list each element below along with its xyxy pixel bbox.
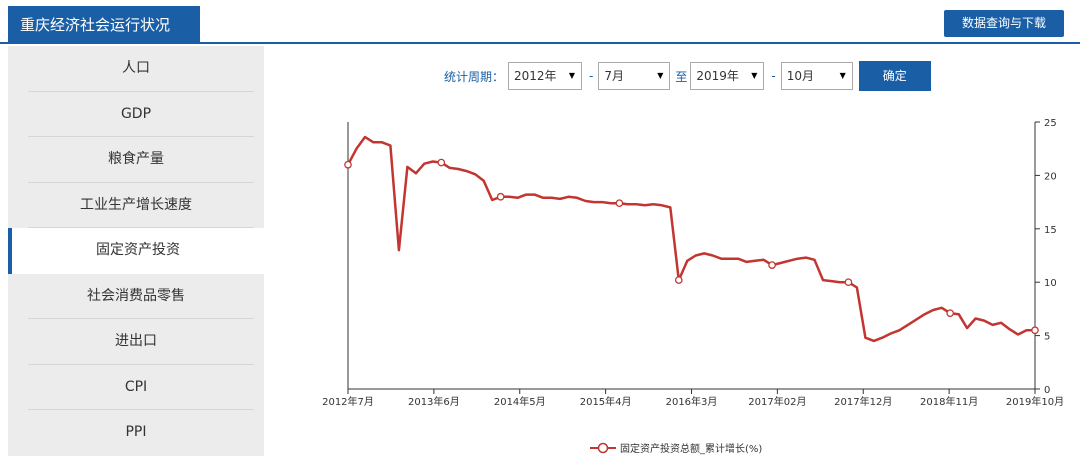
- data-query-download-button[interactable]: 数据查询与下载: [944, 10, 1064, 37]
- sidebar: 人口 GDP 粮食产量 工业生产增长速度 固定资产投资 社会消费品零售 进出口 …: [8, 46, 264, 456]
- chart-legend[interactable]: 固定资产投资总额_累计增长(%): [590, 440, 762, 455]
- x-tick-label: 2015年4月: [580, 395, 632, 408]
- app-title: 重庆经济社会运行状况: [8, 6, 200, 44]
- sidebar-item-retail-sales[interactable]: 社会消费品零售: [8, 273, 264, 319]
- x-tick-label: 2019年10月: [1006, 395, 1064, 408]
- data-point: [946, 309, 955, 318]
- sidebar-item-fixed-asset-investment[interactable]: 固定资产投资: [8, 228, 264, 274]
- sidebar-item-import-export[interactable]: 进出口: [8, 319, 264, 365]
- top-bar: 重庆经济社会运行状况 数据查询与下载: [0, 0, 1080, 44]
- x-tick-label: 2017年12月: [834, 395, 892, 408]
- legend-line-marker-icon: [590, 442, 616, 453]
- range-to: 至: [675, 69, 688, 84]
- range-dash: -: [589, 69, 594, 83]
- sidebar-item-grain-output[interactable]: 粮食产量: [8, 137, 264, 183]
- period-label: 统计周期：: [444, 69, 505, 84]
- sidebar-item-industrial-growth[interactable]: 工业生产增长速度: [8, 182, 264, 228]
- x-tick-label: 2014年5月: [494, 395, 546, 408]
- x-tick-label: 2013年6月: [408, 395, 460, 408]
- y-tick-label: 15: [1044, 225, 1057, 236]
- data-point: [344, 160, 352, 169]
- x-tick-label: 2018年11月: [920, 395, 978, 408]
- range-dash: -: [771, 69, 776, 83]
- end-year-value: 2019年: [696, 69, 739, 83]
- sidebar-item-ppi[interactable]: PPI: [8, 410, 264, 456]
- data-point: [1031, 326, 1039, 335]
- y-tick-label: 25: [1044, 118, 1057, 129]
- investment-growth-chart: 0 5 10 15 20 25 2012年7月 2013年6月 2014年5月 2015年4月 20…: [322, 118, 1064, 408]
- sidebar-item-cpi[interactable]: CPI: [8, 364, 264, 410]
- x-tick-label: 2016年3月: [666, 395, 718, 408]
- start-year-select[interactable]: 2012年 ▼: [508, 62, 583, 90]
- legend-series-label: 固定资产投资总额_累计增长(%): [620, 444, 763, 455]
- y-tick-label: 5: [1044, 332, 1050, 343]
- start-month-value: 7月: [604, 69, 624, 83]
- sidebar-item-population[interactable]: 人口: [8, 46, 264, 92]
- data-point: [615, 199, 624, 208]
- end-year-select[interactable]: 2019年 ▼: [690, 62, 765, 90]
- start-month-select[interactable]: 7月 ▼: [598, 62, 671, 90]
- period-filter: 统计周期： 2012年 ▼ - 7月 ▼ 至 2019年 ▼ - 10月 ▼ 确…: [444, 61, 931, 91]
- data-point: [768, 261, 776, 269]
- chevron-down-icon: ▼: [657, 71, 664, 80]
- series-line: [346, 135, 1035, 343]
- x-tick-label: 2012年7月: [322, 395, 374, 408]
- end-month-select[interactable]: 10月 ▼: [780, 62, 853, 90]
- data-point: [437, 158, 446, 167]
- confirm-button[interactable]: 确定: [858, 61, 931, 91]
- start-year-value: 2012年: [514, 69, 557, 83]
- data-point: [496, 192, 505, 201]
- chevron-down-icon: ▼: [568, 71, 576, 80]
- data-point: [844, 278, 853, 287]
- y-tick-label: 10: [1044, 278, 1057, 289]
- x-tick-label: 2017年02月: [748, 395, 806, 408]
- data-point: [674, 276, 683, 284]
- y-tick-label: 0: [1044, 385, 1050, 396]
- y-tick-label: 20: [1044, 171, 1057, 182]
- end-month-value: 10月: [786, 69, 814, 83]
- chevron-down-icon: ▼: [839, 71, 846, 80]
- sidebar-item-gdp[interactable]: GDP: [8, 91, 264, 137]
- chevron-down-icon: ▼: [751, 71, 758, 80]
